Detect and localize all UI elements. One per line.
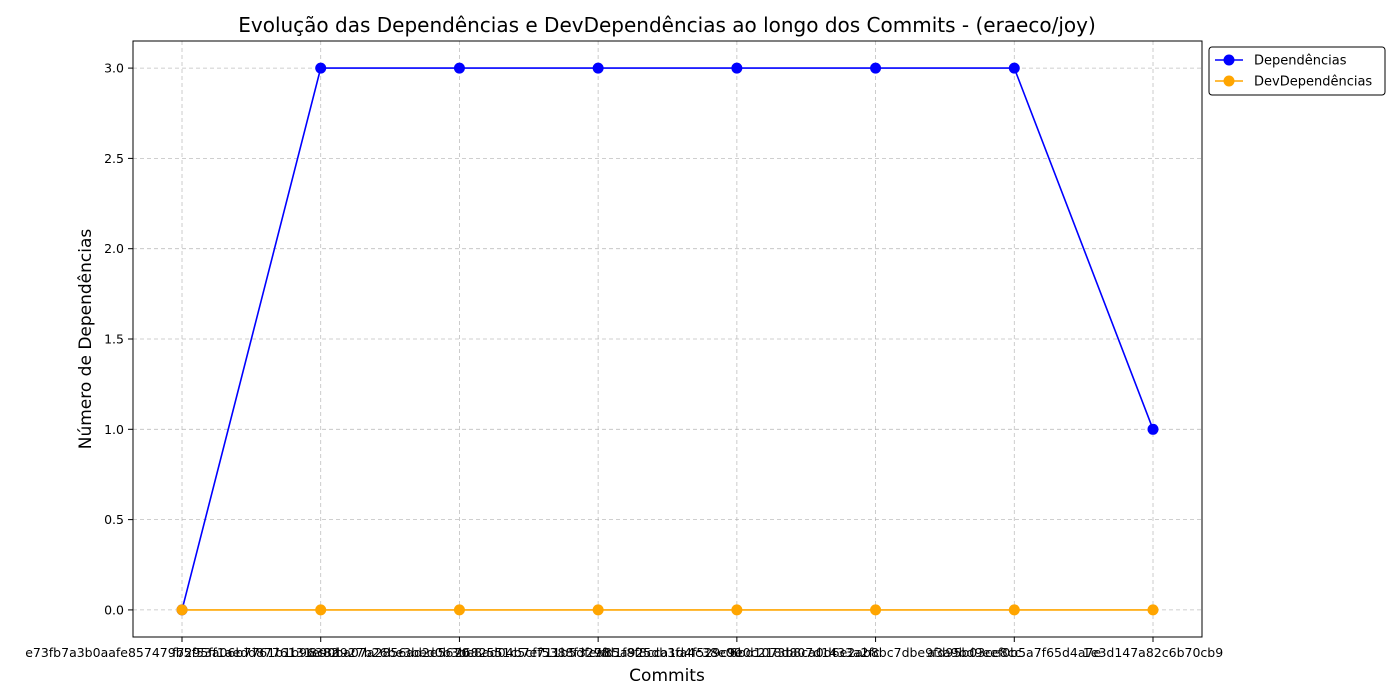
x-tick-label: f7295ff1aedd8776131e90ba07a2856ad2e5670 [172,645,469,660]
series-2-point [1147,604,1159,616]
series-2-point [592,604,604,616]
x-tick-label: 8c3d927b26be3bed0b3be8ad04b7ef5388f3278 [309,645,610,660]
x-tick-label: e73fb7a3b0aafe857479b5f53a06b7761b1b9638… [25,645,339,660]
legend-marker-2 [1223,75,1235,87]
legend-marker-1 [1223,54,1235,66]
y-tick-label: 1.0 [104,422,124,437]
series-2-point [870,604,882,616]
x-axis: e73fb7a3b0aafe857479b5f53a06b7761b1b9638… [25,637,1223,660]
series-1-point [1147,423,1159,435]
y-tick-label: 0.0 [104,602,124,617]
series-2-point [1008,604,1020,616]
series-1-point [870,62,882,74]
series-2-point [176,604,188,616]
grid [133,41,1202,637]
series-1-point [1008,62,1020,74]
series-line-1 [181,67,1154,611]
series-group [176,62,1159,616]
legend-label-1: Dependências [1254,54,1347,69]
x-tick-label: a3a9bd9eef0b5a7f65d4a7e [927,645,1101,660]
series-2-point [453,604,465,616]
y-axis: 0.0 0.5 1.0 1.5 2.0 2.5 3.0 [104,61,133,617]
series-1-point [731,62,743,74]
legend-label-2: DevDependências [1254,75,1372,90]
y-tick-label: 2.5 [104,151,124,166]
x-tick-label: 1e3d147a82c6b70cb9 [1083,645,1223,660]
series-2-point [731,604,743,616]
legend-box [1208,46,1386,96]
series-1-point [315,62,327,74]
series-2-point [315,604,327,616]
y-tick-label: 1.5 [104,332,124,347]
x-axis-label: Commits [629,666,705,686]
chart-title: Evolução das Dependências e DevDependênc… [238,13,1096,37]
x-tick-label: 6bd1073b8ca0d6e2ab8bc7dbe9fd95b03ce8cc [730,645,1022,660]
y-tick-label: 2.0 [104,241,124,256]
x-tick-label: 9fd1f8f8cca1d4f529c9e0c218d807d1433a2fc [594,645,880,660]
x-tick-label: 2682551c5cf711b5dfea85a925db3fa4c38e00 [455,645,742,660]
series-1-point [592,62,604,74]
y-axis-label: Número de Dependências [76,229,96,450]
legend: Dependências DevDependências [1208,46,1386,96]
y-tick-label: 3.0 [104,61,124,76]
y-tick-label: 0.5 [104,512,124,527]
series-1-point [453,62,465,74]
